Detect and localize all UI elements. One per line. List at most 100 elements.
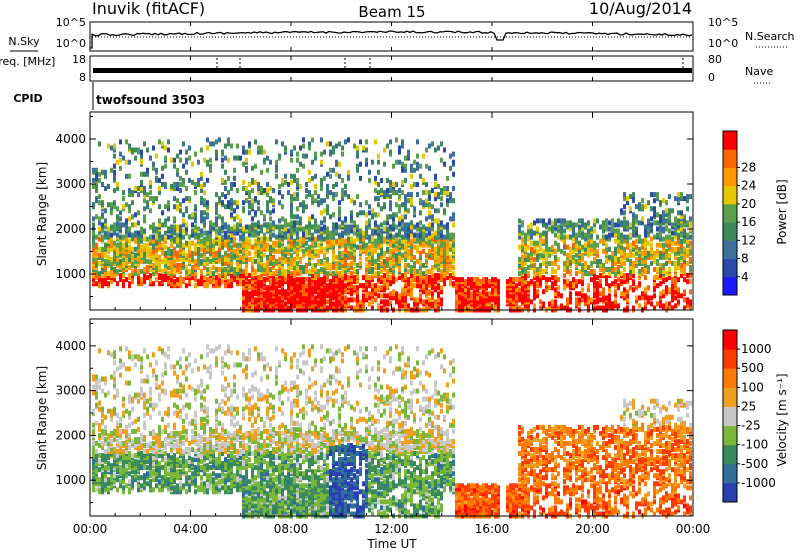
power-cell — [521, 244, 524, 250]
power-cell — [563, 260, 566, 266]
power-cell — [248, 190, 251, 196]
power-cell — [194, 190, 197, 196]
power-cell — [371, 267, 374, 272]
power-cell — [644, 258, 647, 264]
velocity-cell — [92, 445, 95, 450]
power-cell — [95, 242, 98, 248]
power-cell — [227, 256, 230, 262]
power-cell — [317, 228, 320, 234]
power-cell — [422, 283, 425, 289]
power-cell — [683, 289, 686, 295]
power-cell — [125, 218, 128, 224]
power-cell — [332, 196, 335, 202]
power-cell — [176, 167, 179, 173]
power-cell — [350, 305, 353, 311]
power-cell — [305, 246, 308, 252]
power-cell — [395, 224, 398, 230]
power-cell — [332, 238, 335, 244]
power-cell — [266, 269, 269, 274]
power-cell — [635, 218, 638, 224]
power-cell — [206, 145, 209, 151]
power-cell — [320, 226, 323, 232]
power-cell — [527, 224, 530, 230]
power-cell — [686, 303, 689, 309]
power-cell — [452, 216, 455, 222]
power-cell — [242, 269, 245, 274]
power-cell — [356, 262, 359, 268]
power-cell — [488, 297, 491, 303]
power-cell — [428, 275, 431, 281]
power-cell — [404, 222, 407, 228]
power-cell — [269, 271, 272, 277]
power-cell — [347, 275, 350, 281]
power-colorbar-swatch — [723, 131, 737, 150]
power-cell — [221, 149, 224, 155]
power-cell — [173, 236, 176, 242]
power-cell — [389, 204, 392, 210]
power-cell — [425, 285, 428, 291]
power-cell — [320, 220, 323, 226]
power-cell — [425, 198, 428, 204]
power-cell — [140, 269, 143, 274]
power-cell — [641, 238, 644, 244]
power-cell — [413, 244, 416, 250]
power-cell — [176, 171, 179, 177]
power-cell — [218, 273, 221, 279]
power-cell — [158, 222, 161, 228]
power-cell — [410, 254, 413, 260]
nave-tick-bottom: 0 — [708, 71, 715, 84]
power-cell — [206, 212, 209, 218]
power-cell — [143, 194, 146, 200]
power-cell — [332, 244, 335, 250]
power-cell — [266, 155, 269, 161]
power-cell — [614, 267, 617, 272]
power-cell — [305, 283, 308, 289]
power-cell — [215, 267, 218, 272]
power-cell — [587, 240, 590, 246]
power-cell — [203, 216, 206, 222]
power-cell — [260, 210, 263, 216]
power-cell — [521, 262, 524, 268]
power-cell — [533, 285, 536, 291]
power-cell — [251, 230, 254, 236]
power-cell — [371, 236, 374, 242]
power-cell — [242, 242, 245, 248]
power-cell — [398, 208, 401, 214]
power-cell — [632, 222, 635, 228]
power-cell — [368, 234, 371, 240]
power-cell — [419, 250, 422, 256]
power-cell — [302, 226, 305, 232]
power-cell — [602, 220, 605, 226]
power-cell — [92, 256, 95, 262]
power-cell — [395, 182, 398, 187]
power-cell — [326, 305, 329, 311]
power-cell — [437, 283, 440, 289]
power-cell — [179, 175, 182, 181]
power-cell — [254, 269, 257, 274]
power-cell — [368, 301, 371, 307]
power-cell — [398, 220, 401, 226]
power-cell — [647, 224, 650, 230]
power-cell — [224, 204, 227, 210]
power-cell — [368, 250, 371, 256]
power-cell — [356, 305, 359, 311]
power-cell — [395, 236, 398, 242]
power-cell — [590, 297, 593, 303]
power-cell — [146, 204, 149, 210]
power-cell — [353, 230, 356, 236]
power-cell — [533, 244, 536, 250]
power-cell — [404, 167, 407, 173]
power-cell — [299, 236, 302, 242]
power-cell — [431, 236, 434, 242]
power-cell — [677, 256, 680, 262]
power-cell — [137, 147, 140, 153]
power-cell — [134, 212, 137, 218]
power-cell — [140, 153, 143, 159]
power-cell — [536, 240, 539, 246]
power-cell — [200, 210, 203, 216]
power-cell — [434, 230, 437, 236]
power-cell — [104, 258, 107, 264]
power-cell — [629, 242, 632, 248]
power-cell — [371, 287, 374, 293]
power-cell — [224, 267, 227, 272]
